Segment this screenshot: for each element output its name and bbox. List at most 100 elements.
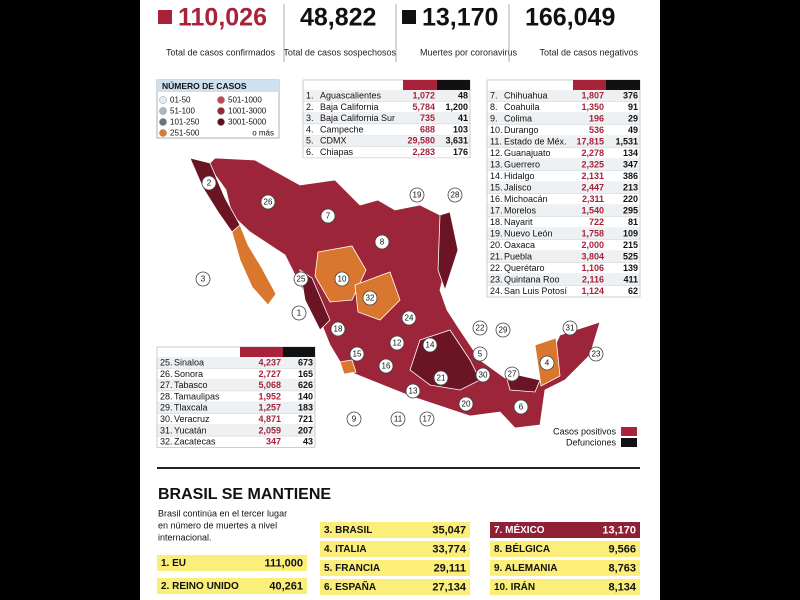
row-rank: 11. [490,137,502,147]
map-marker [562,320,578,336]
row-positive: 1,807 [581,91,604,101]
row-rank: 26. [160,369,173,379]
row-positive: 722 [589,217,604,227]
map-label: 9 [352,415,357,424]
map-region [437,211,459,292]
map-label: 8 [380,238,385,247]
row-bg [487,113,640,125]
row-name: Tabasco [174,380,208,390]
ranking-label: 1. EU [161,558,186,569]
row-name: CDMX [320,136,347,146]
ranking-bar [157,578,307,594]
row-deaths: 295 [623,206,638,216]
row-rank: 22. [490,263,503,273]
map-label: 2 [207,179,212,188]
row-positive: 1,124 [581,286,604,296]
map-label: 20 [462,400,471,409]
map-marker [378,358,394,374]
map-marker [201,175,217,191]
row-rank: 17. [490,206,503,216]
map-label: 15 [353,350,362,359]
row-deaths: 43 [303,437,313,447]
header-deaths [437,80,470,90]
row-rank: 10. [490,125,503,135]
ranking-bar [320,579,470,595]
ranking-label: 10. IRÁN [494,580,535,593]
legend-label: 101-250 [170,118,200,127]
map-marker [293,271,309,287]
row-rank: 32. [160,437,173,447]
map-label: 28 [451,191,460,200]
map-region [354,271,401,321]
row-rank: 12. [490,148,503,158]
map-label: 22 [476,324,485,333]
row-positive: 1,072 [412,91,435,101]
row-bg [487,90,640,102]
row-rank: 25. [160,358,173,368]
row-deaths: 91 [628,102,638,112]
row-deaths: 176 [453,147,468,157]
row-positive: 688 [420,124,435,134]
row-name: Sonora [174,369,203,379]
map-label: 24 [405,314,414,323]
map-label: 10 [338,275,347,284]
map-label: 13 [409,387,418,396]
stat-icon [158,10,172,24]
map-marker [447,187,463,203]
map-marker [330,321,346,337]
row-positive: 2,727 [258,369,281,379]
row-positive: 735 [420,113,435,123]
ranking-value: 111,000 [264,557,303,569]
row-bg [157,357,315,369]
map-legend-swatch [621,438,637,447]
map [189,157,601,429]
legend-title: NÚMERO DE CASOS [162,80,247,91]
row-positive: 17,815 [576,137,604,147]
row-name: Campeche [320,124,364,134]
legend-swatch [159,129,167,137]
stat-icon [402,10,416,24]
row-positive: 2,325 [581,160,604,170]
row-deaths: 347 [623,160,638,170]
row-deaths: 139 [623,263,638,273]
row-deaths: 48 [458,91,468,101]
header-deaths [283,347,315,357]
legend-swatch [217,107,225,115]
ranking-label: 9. ALEMANIA [494,563,558,574]
row-name: Quintana Roo [504,275,560,285]
header-positive [403,80,437,90]
row-bg [157,402,315,414]
legend-swatch [217,96,225,104]
legend-note: o más [252,129,274,138]
ranking-bar [490,522,640,538]
row-deaths: 134 [623,148,638,158]
row-name: Tlaxcala [174,403,208,413]
stat-label: Total de casos sospechosos [283,47,396,57]
header-positive [573,80,606,90]
row-name: San Luis Potosí [504,286,568,296]
map-marker [401,310,417,326]
ranking-label: 6. ESPAÑA [324,580,376,593]
row-bg [487,205,640,217]
row-deaths: 213 [623,183,638,193]
header-positive [240,347,283,357]
map-marker [475,367,491,383]
row-positive: 2,447 [581,183,604,193]
row-rank: 23. [490,275,503,285]
row-rank: 20. [490,240,503,250]
row-deaths: 1,200 [445,102,468,112]
row-bg [157,424,315,437]
map-label: 31 [566,324,575,333]
row-positive: 3,804 [581,252,604,262]
map-label: 17 [423,415,432,424]
ranking-bar [490,560,640,576]
row-deaths: 215 [623,240,638,250]
ranking-value: 27,134 [432,581,467,593]
map-marker [260,194,276,210]
map-legend-positive: Casos positivos [553,426,617,436]
row-positive: 1,952 [258,391,281,401]
ranking-bar [320,560,470,576]
row-name: Durango [504,125,539,135]
legend-label: 01-50 [170,96,191,105]
row-deaths: 721 [298,414,313,424]
